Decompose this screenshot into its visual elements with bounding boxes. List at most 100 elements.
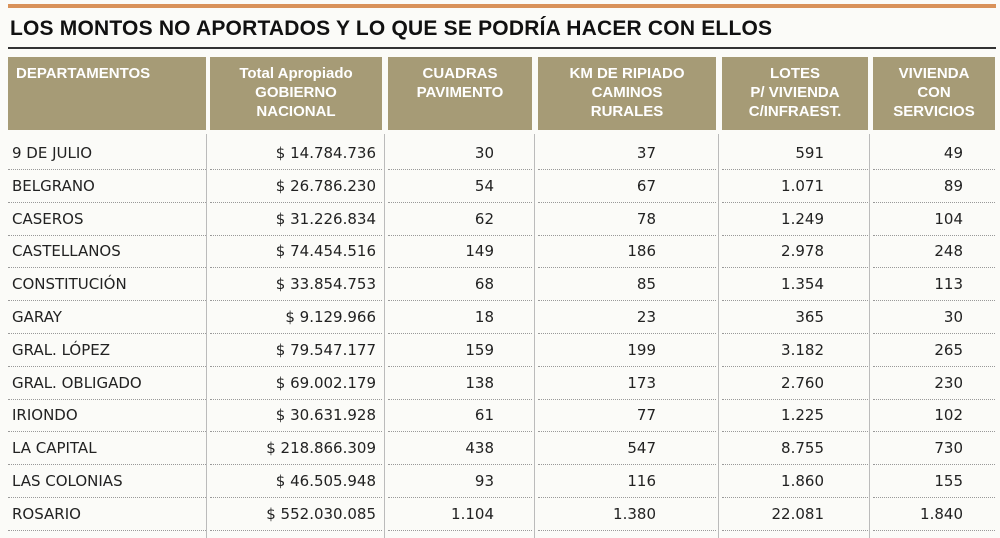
value-cell: 365 xyxy=(722,301,868,334)
department-cell: 9 DE JULIO xyxy=(8,137,206,170)
value-cell: 265 xyxy=(873,334,995,367)
value-cell: 1.225 xyxy=(722,399,868,433)
value-cell: 199 xyxy=(538,334,716,367)
header-cell: KM DE RIPIADO CAMINOS RURALES xyxy=(538,57,716,130)
header-line: SERVICIOS xyxy=(893,103,975,120)
value-cell: 37 xyxy=(538,137,716,170)
header-line: CAMINOS xyxy=(591,84,663,101)
value-cell: 93 xyxy=(388,465,532,498)
header-line: DEPARTAMENTOS xyxy=(16,65,151,82)
column-separator xyxy=(869,134,870,538)
value-cell: 104 xyxy=(873,203,995,236)
value-cell: 230 xyxy=(873,367,995,400)
value-cell: 159 xyxy=(388,334,532,367)
header-line: GOBIERNO xyxy=(255,84,337,101)
value-cell: 8.755 xyxy=(722,432,868,466)
value-cell: 18 xyxy=(388,301,532,334)
header-line: C/INFRAEST. xyxy=(748,103,842,120)
value-cell: 2.978 xyxy=(722,235,868,269)
value-cell: 49 xyxy=(873,137,995,170)
header-line: RURALES xyxy=(590,103,664,120)
header-cell: Total Apropiado GOBIERNO NACIONAL xyxy=(210,57,382,130)
department-cell: GRAL. LÓPEZ xyxy=(8,334,206,367)
value-cell: $ 26.786.230 xyxy=(210,170,382,203)
value-cell: 248 xyxy=(873,235,995,269)
value-cell: 30 xyxy=(873,301,995,334)
department-cell: GARAY xyxy=(8,301,206,334)
value-cell: 67 xyxy=(538,170,716,203)
value-cell: 116 xyxy=(538,465,716,498)
value-cell: 438 xyxy=(388,432,532,466)
value-cell: 22.081 xyxy=(722,498,868,531)
column-separator xyxy=(206,134,207,538)
value-cell: $ 9.129.966 xyxy=(210,301,382,334)
department-cell: CASEROS xyxy=(8,203,206,236)
value-cell: $ 14.784.736 xyxy=(210,137,382,170)
value-cell: 1.249 xyxy=(722,203,868,236)
department-cell: BELGRANO xyxy=(8,170,206,203)
value-cell: $ 31.226.834 xyxy=(210,203,382,236)
header-line: LOTES xyxy=(769,65,820,82)
value-cell: 1.860 xyxy=(722,465,868,498)
value-cell: 138 xyxy=(388,367,532,400)
value-cell: 68 xyxy=(388,268,532,302)
department-cell: LA CAPITAL xyxy=(8,432,206,466)
value-cell: $ 69.002.179 xyxy=(210,367,382,400)
value-cell: 78 xyxy=(538,203,716,236)
department-cell: ROSARIO xyxy=(8,498,206,531)
column-separator xyxy=(384,134,385,538)
value-cell: 591 xyxy=(722,137,868,170)
header-cell: VIVIENDA CON SERVICIOS xyxy=(873,57,995,130)
header-line: KM DE RIPIADO xyxy=(569,65,685,82)
value-cell: 173 xyxy=(538,367,716,400)
value-cell: 102 xyxy=(873,399,995,433)
header-line: P/ VIVIENDA xyxy=(750,84,840,101)
header-line: PAVIMENTO xyxy=(416,84,504,101)
header-line: CON xyxy=(917,84,951,101)
value-cell: 85 xyxy=(538,268,716,302)
header-line: CUADRAS xyxy=(422,65,498,82)
column-separator xyxy=(534,134,535,538)
value-cell: $ 552.030.085 xyxy=(210,498,382,531)
header-cell: LOTES P/ VIVIENDA C/INFRAEST. xyxy=(722,57,868,130)
header-cell: DEPARTAMENTOS xyxy=(8,57,206,130)
value-cell: $ 74.454.516 xyxy=(210,235,382,269)
value-cell: 89 xyxy=(873,170,995,203)
column-separator xyxy=(718,134,719,538)
header-line: NACIONAL xyxy=(256,103,336,120)
value-cell: 77 xyxy=(538,399,716,433)
header-cell: CUADRAS PAVIMENTO xyxy=(388,57,532,130)
title-rule xyxy=(8,47,996,49)
department-cell: LAS COLONIAS xyxy=(8,465,206,498)
department-cell: CONSTITUCIÓN xyxy=(8,268,206,302)
value-cell: $ 33.854.753 xyxy=(210,268,382,302)
value-cell: 730 xyxy=(873,432,995,466)
value-cell: 1.104 xyxy=(388,498,532,531)
value-cell: 1.380 xyxy=(538,498,716,531)
value-cell: 547 xyxy=(538,432,716,466)
value-cell: $ 30.631.928 xyxy=(210,399,382,433)
header-line: VIVIENDA xyxy=(898,65,970,82)
department-cell: GRAL. OBLIGADO xyxy=(8,367,206,400)
value-cell: $ 218.866.309 xyxy=(210,432,382,466)
value-cell: 155 xyxy=(873,465,995,498)
value-cell: 1.354 xyxy=(722,268,868,302)
value-cell: 113 xyxy=(873,268,995,302)
value-cell: 186 xyxy=(538,235,716,269)
department-cell: CASTELLANOS xyxy=(8,235,206,269)
value-cell: 1.071 xyxy=(722,170,868,203)
value-cell: 149 xyxy=(388,235,532,269)
value-cell: 1.840 xyxy=(873,498,995,531)
value-cell: 2.760 xyxy=(722,367,868,400)
department-cell: IRIONDO xyxy=(8,399,206,433)
header-line: Total Apropiado xyxy=(239,65,353,82)
value-cell: $ 46.505.948 xyxy=(210,465,382,498)
value-cell: 62 xyxy=(388,203,532,236)
value-cell: 30 xyxy=(388,137,532,170)
top-accent-line xyxy=(8,4,996,8)
value-cell: 54 xyxy=(388,170,532,203)
value-cell: 61 xyxy=(388,399,532,433)
value-cell: 3.182 xyxy=(722,334,868,367)
value-cell: $ 79.547.177 xyxy=(210,334,382,367)
